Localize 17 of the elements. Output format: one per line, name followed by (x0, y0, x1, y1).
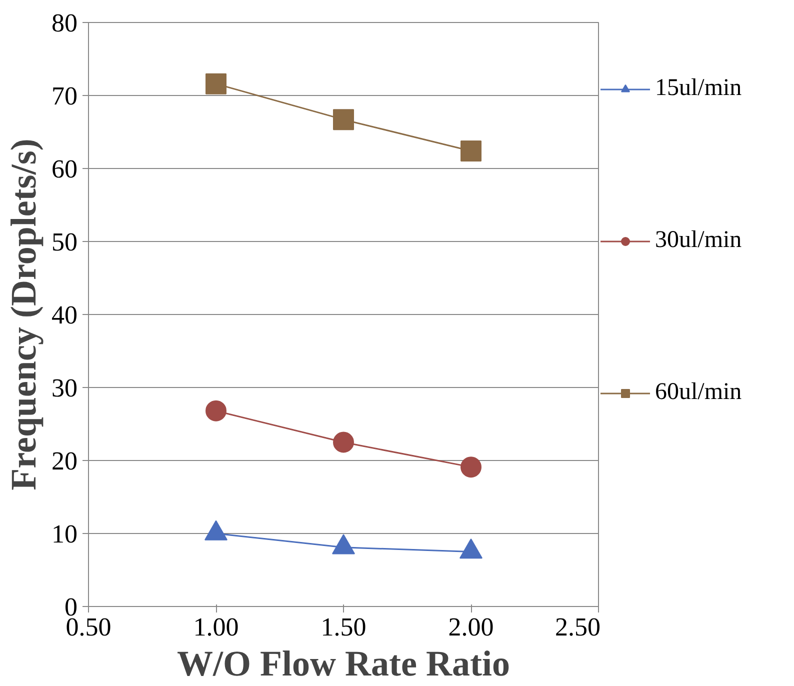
y-tick-label: 20 (52, 446, 78, 476)
y-axis-title: Frequency (Droplets/s) (4, 138, 44, 490)
y-tick-label: 70 (52, 82, 78, 110)
x-tick-label: 2.00 (448, 612, 494, 642)
y-tick-label: 60 (52, 154, 78, 184)
x-tick-label: 1.50 (320, 612, 366, 642)
legend-label: 15ul/min (655, 75, 742, 102)
y-tick-label: 80 (52, 8, 78, 38)
y-tick-label: 40 (52, 300, 78, 330)
x-axis-title: W/O Flow Rate Ratio (177, 644, 510, 684)
y-tick-label: 10 (52, 520, 78, 548)
legend-label: 30ul/min (655, 227, 742, 254)
y-tick-label: 50 (52, 228, 78, 256)
legend-label: 60ul/min (655, 379, 742, 406)
y-tick-label: 30 (52, 374, 78, 402)
x-tick-label: 1.00 (193, 612, 239, 642)
x-tick-label: 2.50 (555, 612, 600, 642)
